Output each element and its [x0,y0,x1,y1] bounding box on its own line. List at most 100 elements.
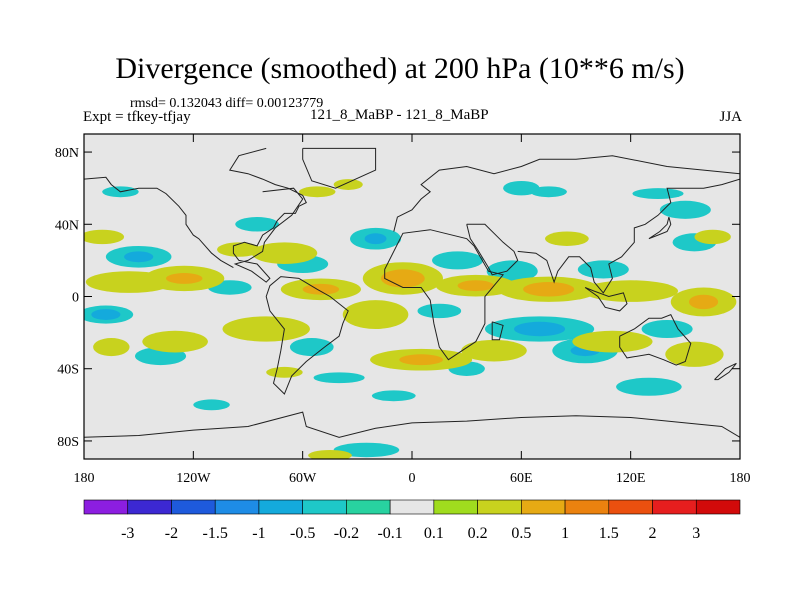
colorbar-label: -1.5 [203,525,228,542]
y-tick-label: 40N [55,218,79,233]
contour-blob [486,260,538,283]
contour-blob [266,366,303,378]
contour-blob [93,338,130,357]
contour-blob [694,229,731,245]
contour-blob [91,309,121,320]
contour-blob [142,330,208,353]
contour-blob [399,354,443,366]
contour-blob [302,283,340,295]
contour-blob [665,341,724,367]
colorbar-swatch [477,499,522,515]
coastline [265,276,349,395]
coastline [384,229,504,361]
contour-fill-layer [84,179,737,459]
y-tick-label: 40S [57,363,79,378]
coastline [584,287,628,312]
x-tick-label: 180 [730,471,751,486]
contour-blob [381,269,425,288]
subtitle-label: 121_8_MaBP - 121_8_MaBP [310,107,489,123]
colorbar-label: 0.5 [511,525,531,542]
colorbar-label: 1 [561,525,569,542]
colorbar-swatch [389,499,435,515]
contour-blob [530,186,567,198]
x-tick-label: 180 [74,471,95,486]
contour-blob [616,377,682,396]
contour-blob [235,217,279,232]
colorbar-swatch [214,499,260,515]
coastline [517,178,740,294]
contour-blob [333,179,363,190]
colorbar-label: 0.2 [468,525,488,542]
contour-blob [577,260,629,279]
contour-blob [432,251,484,270]
colorbar-label: -2 [165,525,178,542]
colorbar-label: -0.1 [377,525,402,542]
contour-blob [222,316,310,342]
contour-blob [193,399,230,411]
colorbar-label: -1 [252,525,265,542]
colorbar-swatch [127,499,172,515]
colorbar-label: -0.2 [334,525,359,542]
y-tick-label: 0 [72,291,79,306]
contour-blob [572,330,653,353]
contour-blob [217,242,261,257]
colorbar-swatch [521,499,566,515]
contour-blob [583,280,679,302]
contour-blob [457,280,494,292]
contour-blob [299,186,336,198]
axis-ticks: 180 120W 60W 0 60E 120E 180 80N 40N 0 40S 80S [55,134,751,486]
coastline [491,321,504,341]
coastline [466,223,519,276]
colorbar-label: -3 [121,525,134,542]
contour-blob [523,282,575,297]
chart-title: Divergence (smoothed) at 200 hPa (10**6 … [115,52,685,85]
contour-blob [461,339,527,362]
coastline [714,362,737,381]
contour-blob [124,251,154,263]
colorbar-label: 3 [692,525,700,542]
coastline [84,176,234,269]
colorbar-swatch [695,499,741,515]
contour-blob [313,372,365,384]
contour-blob [251,242,318,264]
contour-blob [371,390,416,402]
coastline [84,411,740,438]
contour-blob [166,273,203,284]
colorbar-label: 0.1 [424,525,444,542]
contour-blob [545,231,589,246]
contour-blob [632,188,684,199]
colorbar-label: 1.5 [599,525,619,542]
contour-blob [84,229,125,245]
colorbar: -3 -2 -1.5 -1 -0.5 -0.2 -0.1 0.1 0.2 0.5 1 1.5 2 3 [83,499,741,542]
contour-blob [417,303,462,319]
contour-blob [659,200,711,219]
colorbar-swatch [608,499,653,515]
coastline [393,155,740,232]
contour-blob [688,294,719,310]
colorbar-swatch [171,499,216,515]
coastline [228,147,307,283]
colorbar-swatch [83,499,129,515]
coastline [619,313,692,366]
x-tick-label: 60E [510,471,533,486]
colorbar-swatch [258,499,303,515]
colorbar-swatch [564,499,610,515]
contour-blob [503,180,540,196]
y-tick-label: 80S [57,435,79,450]
coastline-layer [84,147,740,438]
colorbar-label: 2 [649,525,657,542]
contour-blob [364,233,387,245]
colorbar-swatch [302,499,347,515]
y-tick-label: 80N [55,146,79,161]
x-tick-label: 0 [409,471,416,486]
contour-blob [308,449,352,459]
season-label: JJA [719,109,742,125]
contour-blob [514,321,566,337]
x-tick-label: 120E [616,471,646,486]
stats-label: rmsd= 0.132043 diff= 0.00123779 [130,96,324,111]
colorbar-swatch [346,499,391,515]
x-tick-label: 60W [289,471,317,486]
colorbar-label: -0.5 [290,525,315,542]
coastline [302,147,377,189]
